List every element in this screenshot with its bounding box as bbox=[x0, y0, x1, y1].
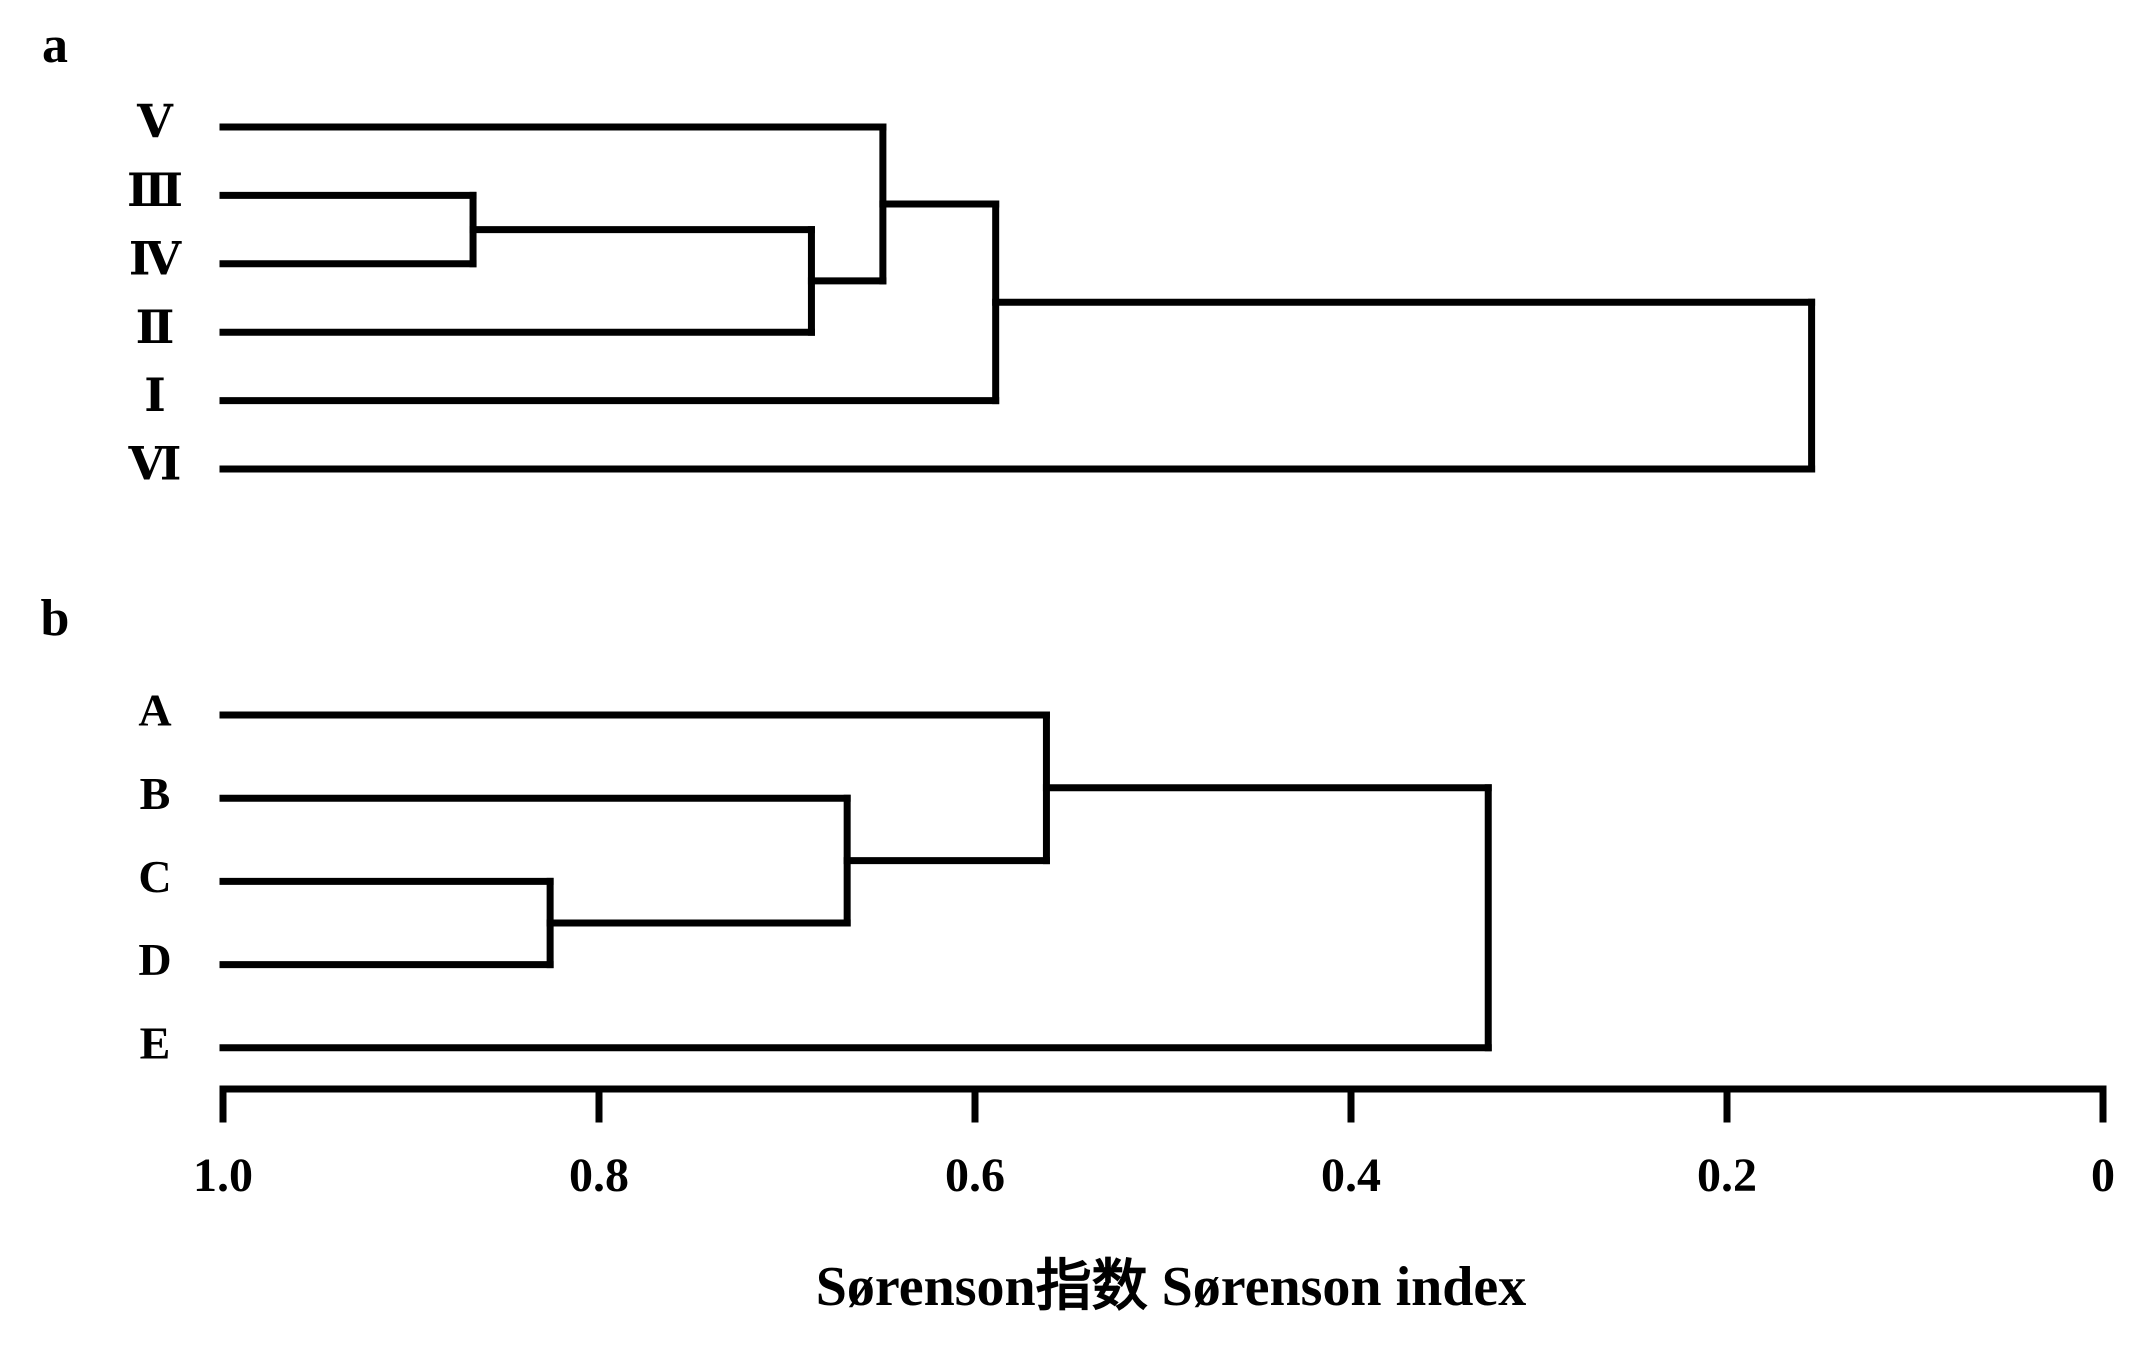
leaf-label: Ⅰ bbox=[144, 370, 166, 421]
leaf-label: D bbox=[138, 934, 171, 985]
x-tick-label: 0 bbox=[2091, 1149, 2115, 1202]
x-tick-label: 0.6 bbox=[945, 1149, 1005, 1202]
leaf-label: Ⅵ bbox=[128, 439, 182, 490]
leaf-label: C bbox=[138, 851, 171, 902]
x-axis-title: Sørenson指数 Sørenson index bbox=[816, 1256, 1527, 1318]
leaf-label: A bbox=[138, 685, 171, 736]
leaf-label: Ⅴ bbox=[136, 97, 174, 148]
leaf-label: E bbox=[140, 1017, 171, 1068]
leaf-label: B bbox=[140, 768, 171, 819]
panel-label: a bbox=[42, 17, 68, 74]
x-tick-label: 0.4 bbox=[1321, 1149, 1381, 1202]
x-tick-label: 0.2 bbox=[1697, 1149, 1757, 1202]
x-tick-label: 0.8 bbox=[569, 1149, 629, 1202]
panel-label: b bbox=[41, 590, 70, 647]
x-tick-label: 1.0 bbox=[193, 1149, 253, 1202]
leaf-label: Ⅲ bbox=[127, 165, 183, 216]
leaf-label: Ⅱ bbox=[136, 302, 175, 353]
leaf-label: Ⅳ bbox=[129, 233, 182, 284]
